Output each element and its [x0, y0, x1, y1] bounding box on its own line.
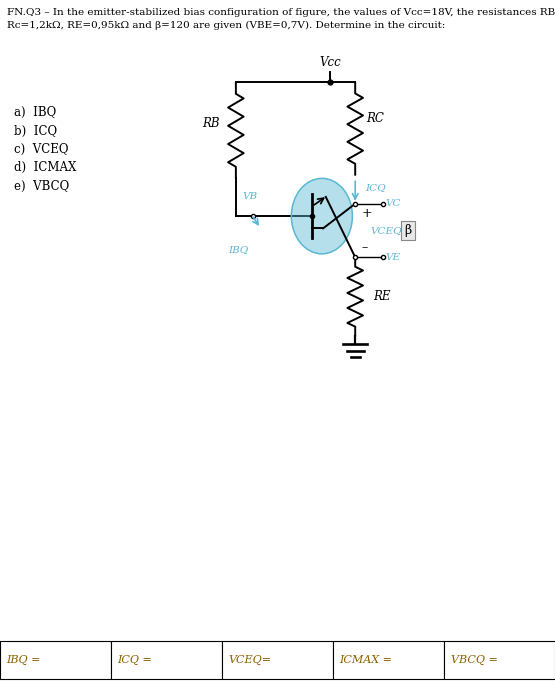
Bar [111, 641, 222, 679]
Text: a)  IBQ: a) IBQ [14, 106, 56, 119]
Text: ICQ =: ICQ = [118, 655, 153, 665]
Text: VC: VC [386, 199, 401, 209]
Text: +: + [362, 207, 372, 220]
Text: e)  VBCQ: e) VBCQ [14, 180, 69, 193]
Text: VCEQ=: VCEQ= [229, 655, 272, 665]
Text: d)  ICMAX: d) ICMAX [14, 161, 76, 174]
Text: VBCQ =: VBCQ = [451, 655, 497, 665]
Text: b)  ICQ: b) ICQ [14, 125, 57, 138]
Text: ICMAX =: ICMAX = [340, 655, 392, 665]
Text: β: β [404, 224, 412, 237]
Text: Rc=1,2kΩ, RE=0,95kΩ and β=120 are given (VBE=0,7V). Determine in the circuit:: Rc=1,2kΩ, RE=0,95kΩ and β=120 are given … [7, 21, 445, 29]
Text: RE: RE [373, 290, 391, 303]
Text: FN.Q3 – In the emitter-stabilized bias configuration of figure, the values of Vc: FN.Q3 – In the emitter-stabilized bias c… [7, 8, 555, 17]
Text: ICQ: ICQ [365, 183, 386, 192]
Bar [444, 641, 555, 679]
Text: RC: RC [366, 112, 384, 125]
Text: VCEQ: VCEQ [371, 226, 402, 235]
Circle shape [291, 178, 352, 254]
Text: –: – [362, 241, 368, 254]
Text: VB: VB [242, 192, 258, 201]
Text: Vcc: Vcc [319, 56, 341, 69]
Text: IBQ =: IBQ = [7, 655, 41, 665]
Bar [333, 641, 444, 679]
Text: IBQ: IBQ [229, 245, 249, 254]
Bar [0, 641, 111, 679]
Text: RB: RB [202, 117, 220, 130]
Text: VE: VE [386, 252, 401, 262]
Text: c)  VCEQ: c) VCEQ [14, 143, 68, 156]
Bar [222, 641, 333, 679]
